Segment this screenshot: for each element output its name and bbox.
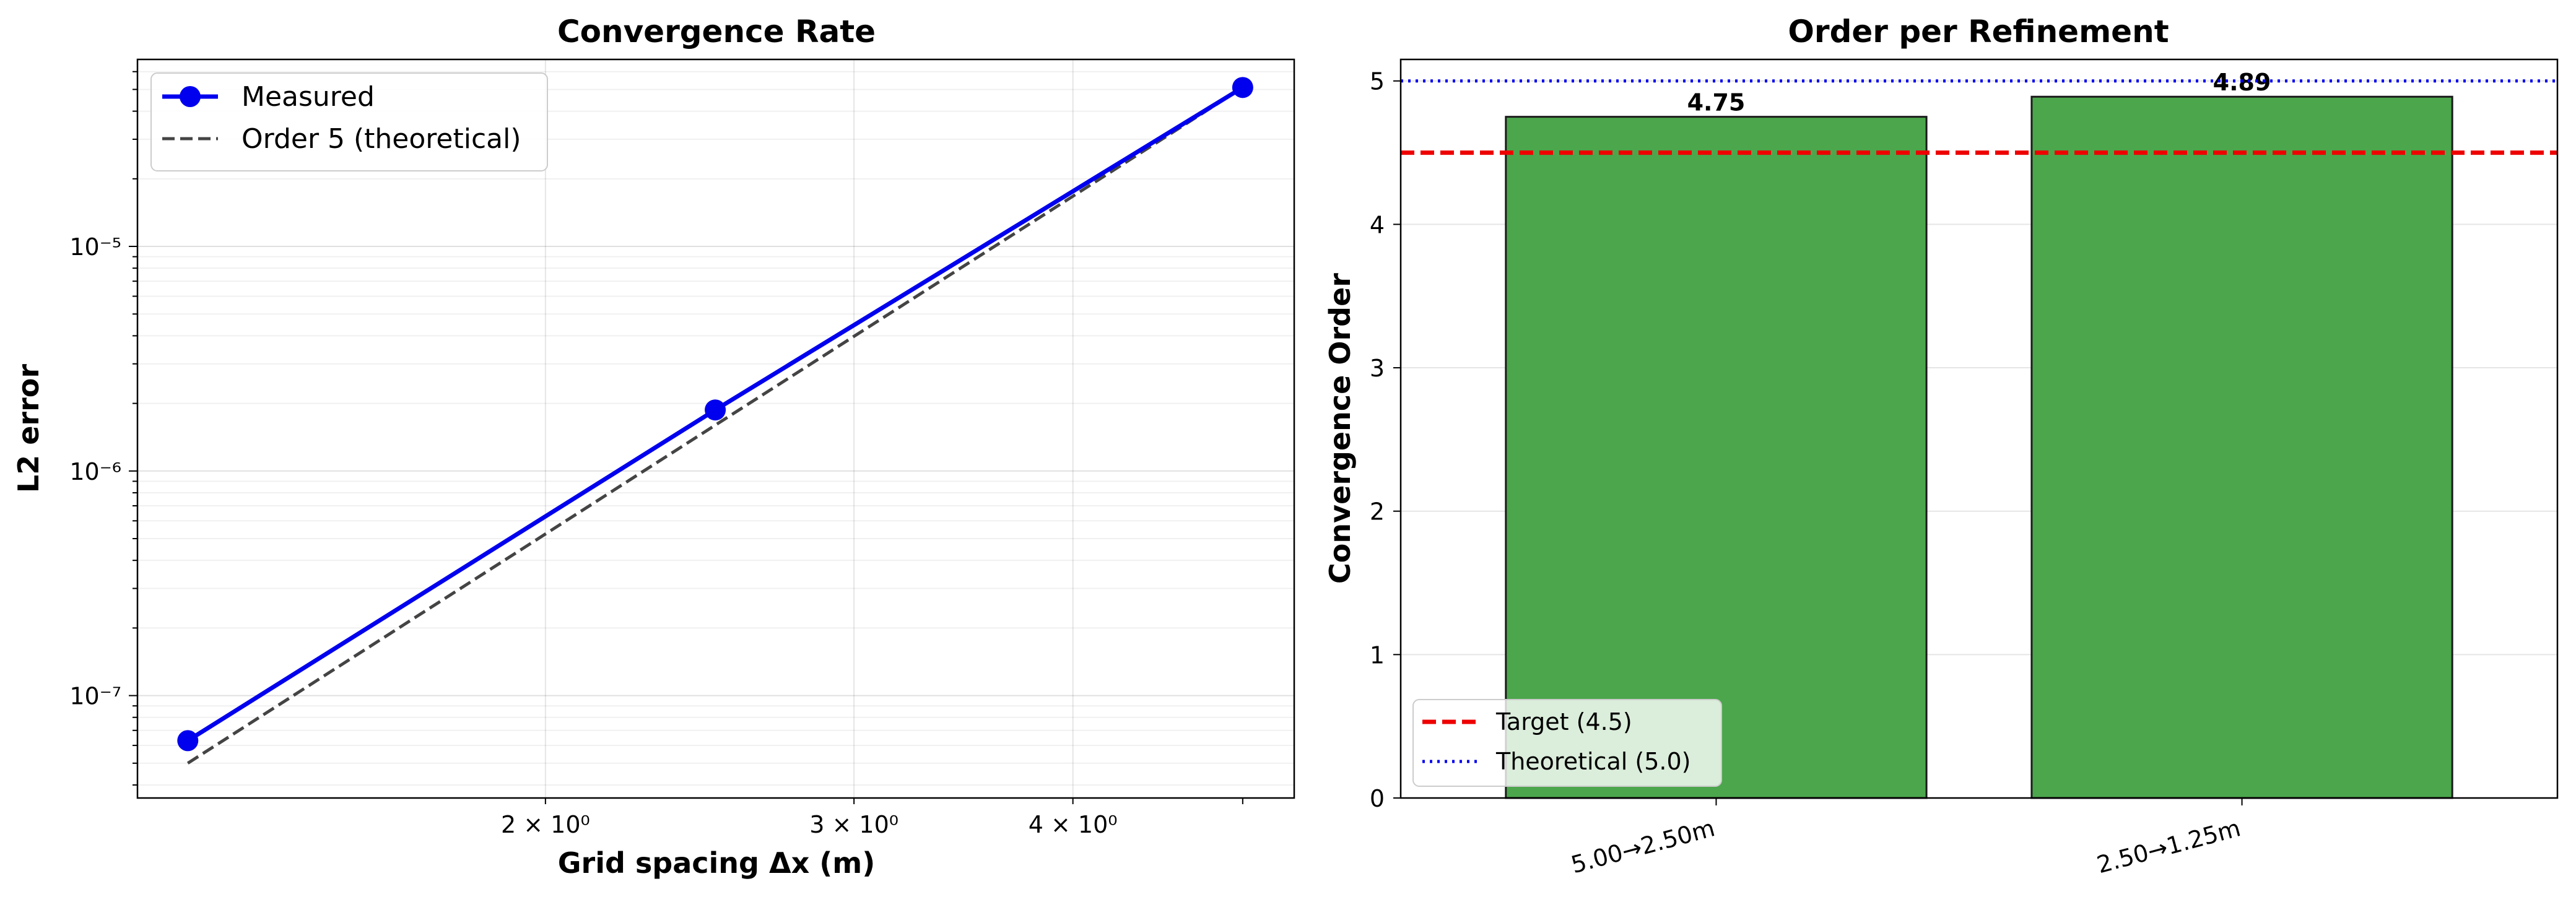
left-plot-area — [177, 77, 1253, 765]
right-y-tick-label: 1 — [1370, 641, 1385, 669]
right-bars: 4.754.89 — [1505, 69, 2453, 799]
right-y-tick-label: 4 — [1370, 211, 1385, 238]
legend-measured-label: Measured — [242, 81, 375, 113]
left-y-tick-label: 10⁻⁶ — [69, 458, 121, 485]
left-x-axis-label: Grid spacing Δx (m) — [558, 846, 876, 880]
right-y-tick-label: 3 — [1370, 355, 1385, 382]
series-order5-theoretical — [186, 86, 1244, 765]
left-x-tick-label: 3 × 10⁰ — [809, 811, 899, 838]
order-per-refinement-chart: Order per Refinement 4.754.89 0 1 2 3 4 5 5.00… — [1323, 14, 2559, 878]
right-legend: Target (4.5) Theoretical (5.0) — [1412, 699, 1722, 787]
left-legend: Measured Order 5 (theoretical) — [150, 72, 548, 171]
left-chart-title: Convergence Rate — [557, 14, 876, 50]
right-reference-lines — [1401, 79, 2557, 155]
measured-point — [177, 730, 199, 752]
bar — [1505, 116, 1928, 799]
left-x-tick-label: 2 × 10⁰ — [501, 811, 590, 838]
right-y-axis-label: Convergence Order — [1323, 273, 1357, 584]
right-y-tick-label: 5 — [1370, 68, 1385, 95]
left-axes-frame — [136, 58, 1295, 799]
convergence-rate-chart: Convergence Rate 2 × 10⁰ 3 × 10⁰ 4 × 10⁰ 10… — [12, 14, 1295, 880]
bar — [2030, 95, 2453, 799]
legend-theoretical-ref-label: Theoretical (5.0) — [1495, 748, 1690, 775]
right-axes-frame — [1399, 58, 2559, 799]
right-legend-box — [1412, 699, 1722, 787]
measured-point — [1232, 77, 1253, 98]
left-y-tick-label: 10⁻⁵ — [69, 233, 121, 261]
left-y-tick-label: 10⁻⁷ — [69, 683, 121, 710]
measured-point — [705, 399, 726, 421]
right-x-tick-label: 2.50→1.25m — [2094, 814, 2243, 878]
left-x-tick-label: 4 × 10⁰ — [1029, 811, 1118, 838]
right-x-tick-label: 5.00→2.50m — [1568, 814, 1717, 878]
left-grid — [137, 59, 1294, 798]
left-y-axis-label: L2 error — [12, 364, 45, 493]
legend-theoretical-label: Order 5 (theoretical) — [242, 123, 521, 155]
bar-data-label: 4.75 — [1687, 89, 1746, 116]
right-y-tick-label: 0 — [1370, 785, 1385, 812]
legend-measured-marker — [180, 86, 201, 107]
left-legend-box — [150, 72, 548, 171]
legend-target-label: Target (4.5) — [1495, 708, 1632, 735]
right-y-tick-label: 2 — [1370, 498, 1385, 526]
left-ticks: 2 × 10⁰ 3 × 10⁰ 4 × 10⁰ 10⁻⁷ 10⁻⁶ 10⁻⁵ — [69, 71, 1243, 838]
right-chart-title: Order per Refinement — [1788, 14, 2169, 50]
